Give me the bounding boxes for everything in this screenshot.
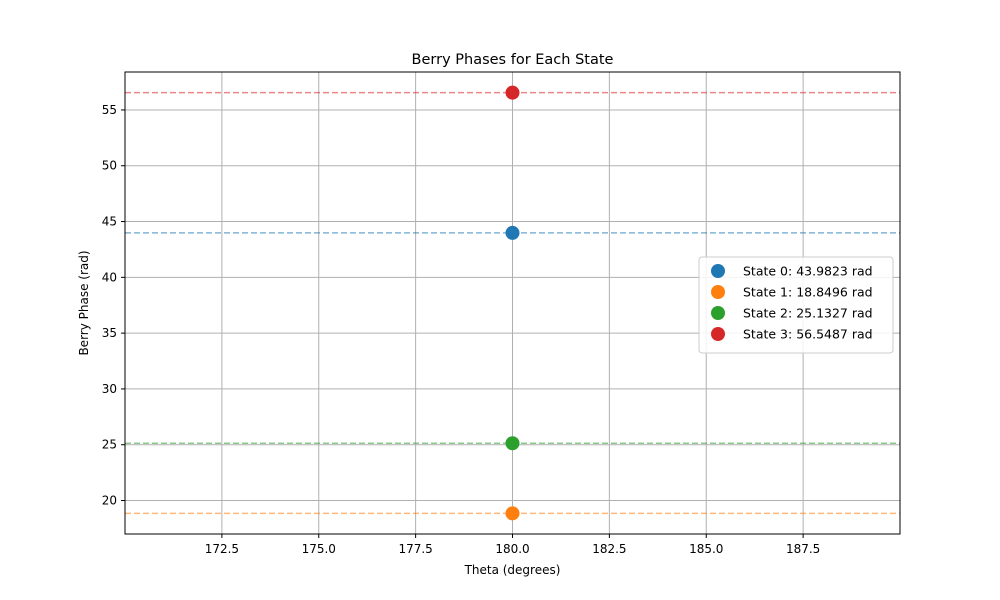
legend-box — [698, 256, 894, 354]
data-point — [505, 506, 520, 521]
data-point — [505, 225, 520, 240]
legend-marker — [711, 264, 725, 278]
data-points — [505, 85, 520, 521]
y-tick-label: 30 — [102, 382, 117, 396]
x-tick-label: 187.5 — [786, 542, 820, 556]
legend: State 0: 43.9823 rad State 1: 18.8496 rad… — [698, 256, 894, 354]
y-tick-label: 25 — [102, 438, 117, 452]
x-tick-label: 185.0 — [689, 542, 723, 556]
y-tick-label: 35 — [102, 326, 117, 340]
x-axis-ticks: 172.5 175.0 177.5 180.0 182.5 185.0 187.5 — [205, 534, 820, 556]
chart-title: Berry Phases for Each State — [412, 52, 614, 68]
legend-marker — [711, 285, 725, 299]
y-tick-label: 50 — [102, 159, 117, 173]
legend-marker — [711, 327, 725, 341]
x-tick-label: 177.5 — [398, 542, 432, 556]
x-tick-label: 175.0 — [302, 542, 336, 556]
data-point — [505, 436, 520, 451]
y-axis-label: Berry Phase (rad) — [77, 250, 91, 355]
legend-label: State 1: 18.8496 rad — [743, 285, 873, 300]
data-point — [505, 85, 520, 100]
x-tick-label: 172.5 — [205, 542, 239, 556]
x-tick-label: 180.0 — [495, 542, 529, 556]
legend-label: State 2: 25.1327 rad — [743, 306, 873, 321]
y-tick-label: 55 — [102, 103, 117, 117]
y-tick-label: 40 — [102, 270, 117, 284]
x-tick-label: 182.5 — [592, 542, 626, 556]
y-axis-ticks: 20 25 30 35 40 45 50 55 — [102, 103, 125, 508]
legend-marker — [711, 306, 725, 320]
legend-label: State 0: 43.9823 rad — [743, 264, 873, 279]
x-axis-label: Theta (degrees) — [464, 563, 561, 577]
legend-label: State 3: 56.5487 rad — [743, 327, 873, 342]
y-tick-label: 45 — [102, 215, 117, 229]
y-tick-label: 20 — [102, 494, 117, 508]
